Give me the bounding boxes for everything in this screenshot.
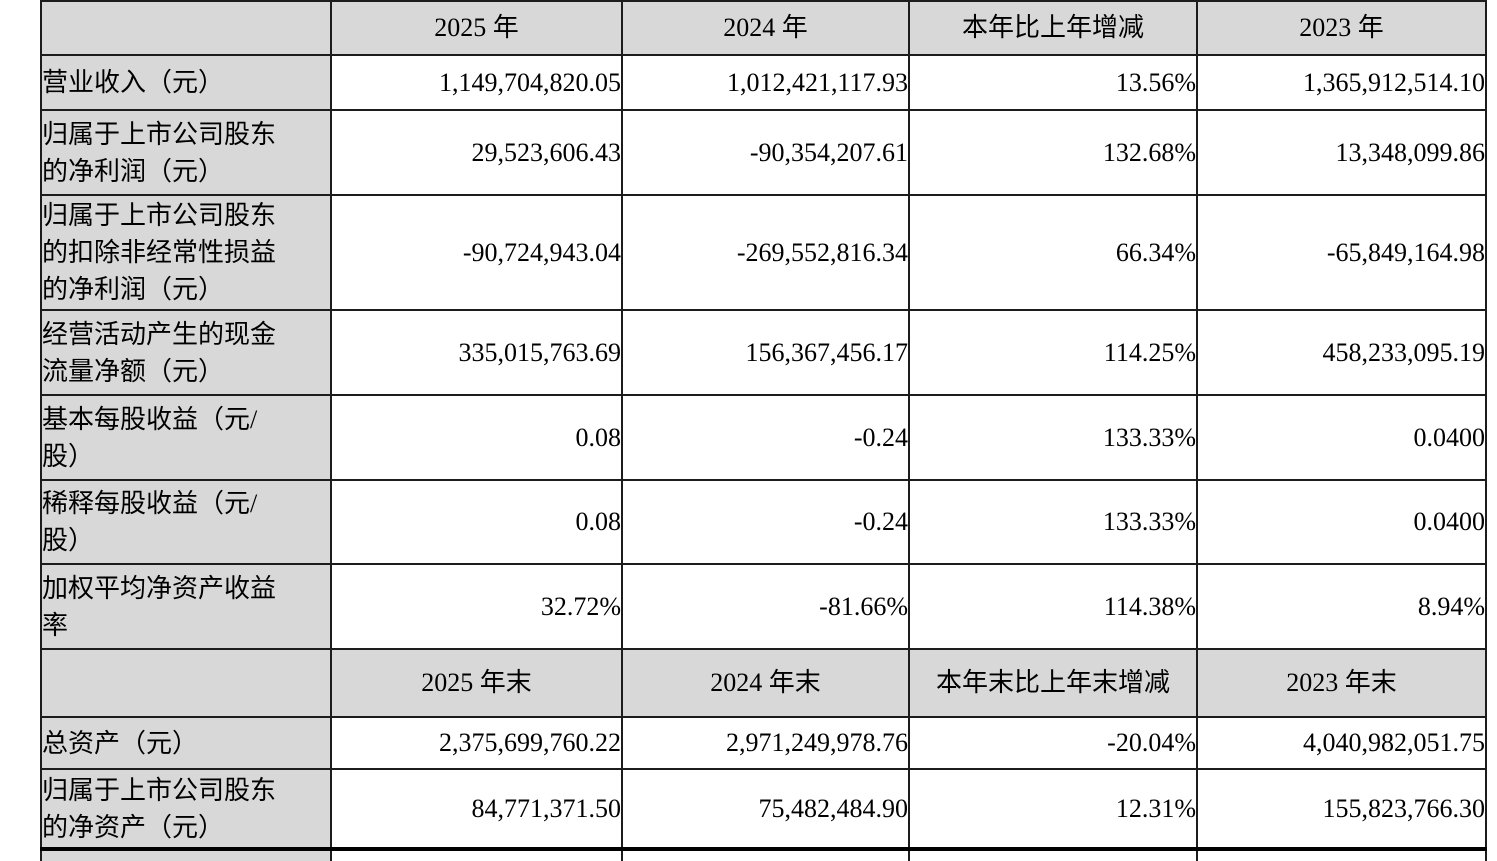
value-2025: 84,771,371.50 xyxy=(330,768,623,851)
partial-row-clipped xyxy=(40,848,1487,861)
value-change: -20.04% xyxy=(908,716,1198,770)
table-row-net-profit-excl-nonrecurring: 归属于上市公司股东 的扣除非经常性损益 的净利润（元） -90,724,943.… xyxy=(40,194,1487,311)
table-row-total-assets: 总资产（元） 2,375,699,760.22 2,971,249,978.76… xyxy=(40,716,1487,770)
header-blank-cell xyxy=(40,648,332,718)
value-2024: -81.66% xyxy=(621,563,910,650)
header-2025: 2025 年 xyxy=(330,0,623,56)
row-label: 归属于上市公司股东 的净利润（元） xyxy=(40,109,332,196)
financial-summary-table: 2025 年 2024 年 本年比上年增减 2023 年 营业收入（元） 1,1… xyxy=(40,0,1487,861)
value-change: 114.38% xyxy=(908,563,1198,650)
value-2023: 8.94% xyxy=(1196,563,1487,650)
value-2023: 0.0400 xyxy=(1196,394,1487,481)
value-change: 114.25% xyxy=(908,309,1198,396)
annual-header-row: 2025 年 2024 年 本年比上年增减 2023 年 xyxy=(40,0,1487,56)
value-change: 66.34% xyxy=(908,194,1198,311)
value-2025: 0.08 xyxy=(330,479,623,565)
value-change: 12.31% xyxy=(908,768,1198,851)
row-label: 稀释每股收益（元/ 股） xyxy=(40,479,332,565)
value-2025: 335,015,763.69 xyxy=(330,309,623,396)
value-2023: 0.0400 xyxy=(1196,479,1487,565)
header-blank-cell xyxy=(40,0,332,56)
table-row-operating-cash-flow: 经营活动产生的现金 流量净额（元） 335,015,763.69 156,367… xyxy=(40,309,1487,396)
header-2023-end: 2023 年末 xyxy=(1196,648,1487,718)
row-label: 归属于上市公司股东 的扣除非经常性损益 的净利润（元） xyxy=(40,194,332,311)
row-label: 总资产（元） xyxy=(40,716,332,770)
value-cell xyxy=(1196,848,1487,861)
value-cell xyxy=(908,848,1198,861)
row-label xyxy=(40,848,332,861)
table-row-net-profit: 归属于上市公司股东 的净利润（元） 29,523,606.43 -90,354,… xyxy=(40,109,1487,196)
header-2024-end: 2024 年末 xyxy=(621,648,910,718)
header-year-end-change: 本年末比上年末增减 xyxy=(908,648,1198,718)
value-2023: 13,348,099.86 xyxy=(1196,109,1487,196)
row-label: 加权平均净资产收益 率 xyxy=(40,563,332,650)
value-2023: 458,233,095.19 xyxy=(1196,309,1487,396)
value-change: 13.56% xyxy=(908,54,1198,111)
value-change: 132.68% xyxy=(908,109,1198,196)
value-2025: 1,149,704,820.05 xyxy=(330,54,623,111)
value-2024: -0.24 xyxy=(621,479,910,565)
value-2025: 32.72% xyxy=(330,563,623,650)
value-2025: -90,724,943.04 xyxy=(330,194,623,311)
value-change: 133.33% xyxy=(908,394,1198,481)
value-2024: -269,552,816.34 xyxy=(621,194,910,311)
value-2024: 1,012,421,117.93 xyxy=(621,54,910,111)
row-label: 归属于上市公司股东 的净资产（元） xyxy=(40,768,332,851)
row-label: 营业收入（元） xyxy=(40,54,332,111)
header-yoy-change: 本年比上年增减 xyxy=(908,0,1198,56)
value-2024: 2,971,249,978.76 xyxy=(621,716,910,770)
value-2024: 156,367,456.17 xyxy=(621,309,910,396)
header-2023: 2023 年 xyxy=(1196,0,1487,56)
value-2024: -90,354,207.61 xyxy=(621,109,910,196)
table-row-net-assets: 归属于上市公司股东 的净资产（元） 84,771,371.50 75,482,4… xyxy=(40,768,1487,851)
value-2023: 1,365,912,514.10 xyxy=(1196,54,1487,111)
row-label: 基本每股收益（元/ 股） xyxy=(40,394,332,481)
header-2024: 2024 年 xyxy=(621,0,910,56)
table-row-diluted-eps: 稀释每股收益（元/ 股） 0.08 -0.24 133.33% 0.0400 xyxy=(40,479,1487,565)
value-2025: 2,375,699,760.22 xyxy=(330,716,623,770)
value-2024: 75,482,484.90 xyxy=(621,768,910,851)
value-2025: 29,523,606.43 xyxy=(330,109,623,196)
table-row-revenue: 营业收入（元） 1,149,704,820.05 1,012,421,117.9… xyxy=(40,54,1487,111)
value-cell xyxy=(621,848,910,861)
value-2023: 4,040,982,051.75 xyxy=(1196,716,1487,770)
value-2024: -0.24 xyxy=(621,394,910,481)
table-row-basic-eps: 基本每股收益（元/ 股） 0.08 -0.24 133.33% 0.0400 xyxy=(40,394,1487,481)
row-label: 经营活动产生的现金 流量净额（元） xyxy=(40,309,332,396)
value-2023: 155,823,766.30 xyxy=(1196,768,1487,851)
value-cell xyxy=(330,848,623,861)
value-2023: -65,849,164.98 xyxy=(1196,194,1487,311)
value-2025: 0.08 xyxy=(330,394,623,481)
year-end-header-row: 2025 年末 2024 年末 本年末比上年末增减 2023 年末 xyxy=(40,648,1487,718)
header-2025-end: 2025 年末 xyxy=(330,648,623,718)
table-row-weighted-roe: 加权平均净资产收益 率 32.72% -81.66% 114.38% 8.94% xyxy=(40,563,1487,650)
value-change: 133.33% xyxy=(908,479,1198,565)
